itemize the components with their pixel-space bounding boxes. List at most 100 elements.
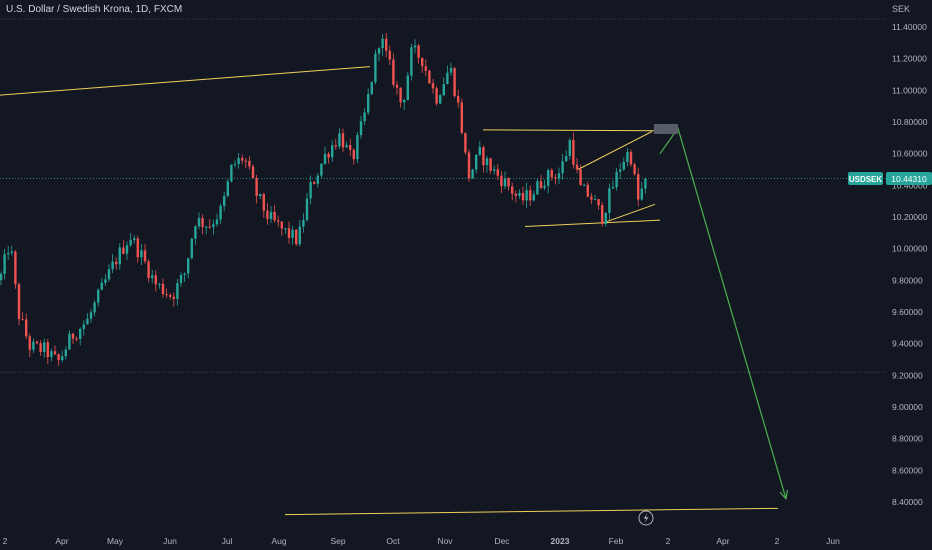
candle[interactable] (316, 172, 319, 188)
candle[interactable] (424, 59, 427, 76)
candle[interactable] (511, 182, 514, 201)
candle[interactable] (284, 227, 287, 234)
candle[interactable] (251, 164, 255, 179)
candle[interactable] (320, 163, 323, 179)
candle[interactable] (212, 219, 215, 235)
candle[interactable] (10, 245, 13, 256)
candle[interactable] (467, 149, 471, 182)
candle[interactable] (565, 150, 568, 163)
candle[interactable] (507, 177, 510, 191)
candle[interactable] (287, 221, 291, 244)
candle[interactable] (28, 333, 31, 358)
candle[interactable] (115, 257, 118, 270)
candle[interactable] (25, 313, 28, 340)
candle[interactable] (35, 340, 39, 345)
candle[interactable] (255, 174, 258, 204)
candle[interactable] (237, 153, 240, 169)
candle[interactable] (32, 338, 35, 354)
candle[interactable] (464, 132, 467, 155)
candle[interactable] (536, 179, 539, 195)
candle[interactable] (86, 313, 89, 325)
candle[interactable] (201, 214, 204, 235)
candle[interactable] (403, 98, 406, 111)
candle[interactable] (331, 140, 334, 162)
candle[interactable] (514, 190, 517, 203)
candle[interactable] (233, 160, 237, 168)
candle[interactable] (395, 80, 399, 95)
candle[interactable] (133, 235, 136, 244)
candle[interactable] (345, 141, 348, 148)
candle[interactable] (579, 164, 582, 186)
candle[interactable] (273, 204, 276, 223)
candle[interactable] (629, 149, 633, 167)
candle[interactable] (122, 240, 125, 255)
candle[interactable] (341, 128, 345, 152)
candle[interactable] (640, 181, 643, 201)
candle[interactable] (460, 98, 463, 135)
candle[interactable] (197, 212, 201, 230)
candle[interactable] (388, 45, 391, 65)
candle[interactable] (518, 189, 521, 199)
candle[interactable] (82, 320, 85, 336)
candle[interactable] (226, 179, 229, 198)
candle[interactable] (601, 202, 604, 227)
candle[interactable] (309, 175, 312, 205)
candle[interactable] (633, 162, 636, 176)
trendline-0[interactable] (0, 66, 371, 96)
candle[interactable] (39, 340, 42, 356)
candle[interactable] (529, 185, 532, 207)
candle[interactable] (370, 81, 373, 96)
candle[interactable] (334, 138, 337, 150)
candle[interactable] (187, 258, 190, 279)
trendline-5[interactable] (284, 507, 779, 516)
candle[interactable] (453, 67, 456, 98)
candle[interactable] (262, 192, 265, 218)
candle[interactable] (435, 86, 438, 106)
candle[interactable] (151, 269, 154, 284)
candle[interactable] (172, 292, 175, 307)
candle[interactable] (323, 146, 327, 166)
candle[interactable] (79, 327, 82, 346)
price-axis-bg[interactable] (888, 0, 932, 550)
candle[interactable] (179, 272, 183, 287)
candle[interactable] (446, 65, 449, 85)
candle[interactable] (248, 155, 251, 170)
candle[interactable] (590, 192, 593, 205)
candle[interactable] (223, 191, 226, 212)
trendline-1[interactable] (482, 129, 656, 132)
candle[interactable] (482, 145, 485, 173)
candle[interactable] (496, 164, 499, 180)
candle[interactable] (485, 155, 489, 173)
candle[interactable] (359, 115, 363, 139)
candle[interactable] (593, 194, 597, 201)
candle[interactable] (557, 167, 561, 185)
candle[interactable] (118, 242, 121, 270)
candle[interactable] (521, 186, 525, 205)
candle[interactable] (619, 163, 622, 179)
candle[interactable] (586, 181, 589, 198)
candle[interactable] (143, 243, 147, 264)
candle[interactable] (575, 158, 579, 174)
candle[interactable] (583, 183, 586, 186)
candle[interactable] (205, 225, 208, 235)
candle[interactable] (539, 174, 543, 190)
candle[interactable] (604, 211, 607, 227)
candle[interactable] (57, 353, 60, 366)
drawing-anchor-handle[interactable] (654, 124, 678, 134)
candle[interactable] (194, 225, 197, 245)
candle[interactable] (626, 148, 629, 167)
candle[interactable] (338, 128, 341, 149)
candle[interactable] (568, 138, 571, 160)
candle[interactable] (421, 57, 424, 73)
candle[interactable] (107, 263, 111, 282)
candle[interactable] (183, 272, 186, 282)
candle[interactable] (129, 233, 132, 247)
candle[interactable] (611, 180, 615, 189)
candle[interactable] (500, 171, 503, 194)
trendline-3[interactable] (577, 131, 653, 170)
candle[interactable] (89, 308, 93, 323)
candle[interactable] (349, 138, 352, 157)
candle[interactable] (493, 165, 496, 175)
candle[interactable] (266, 203, 269, 225)
candle[interactable] (442, 77, 445, 97)
